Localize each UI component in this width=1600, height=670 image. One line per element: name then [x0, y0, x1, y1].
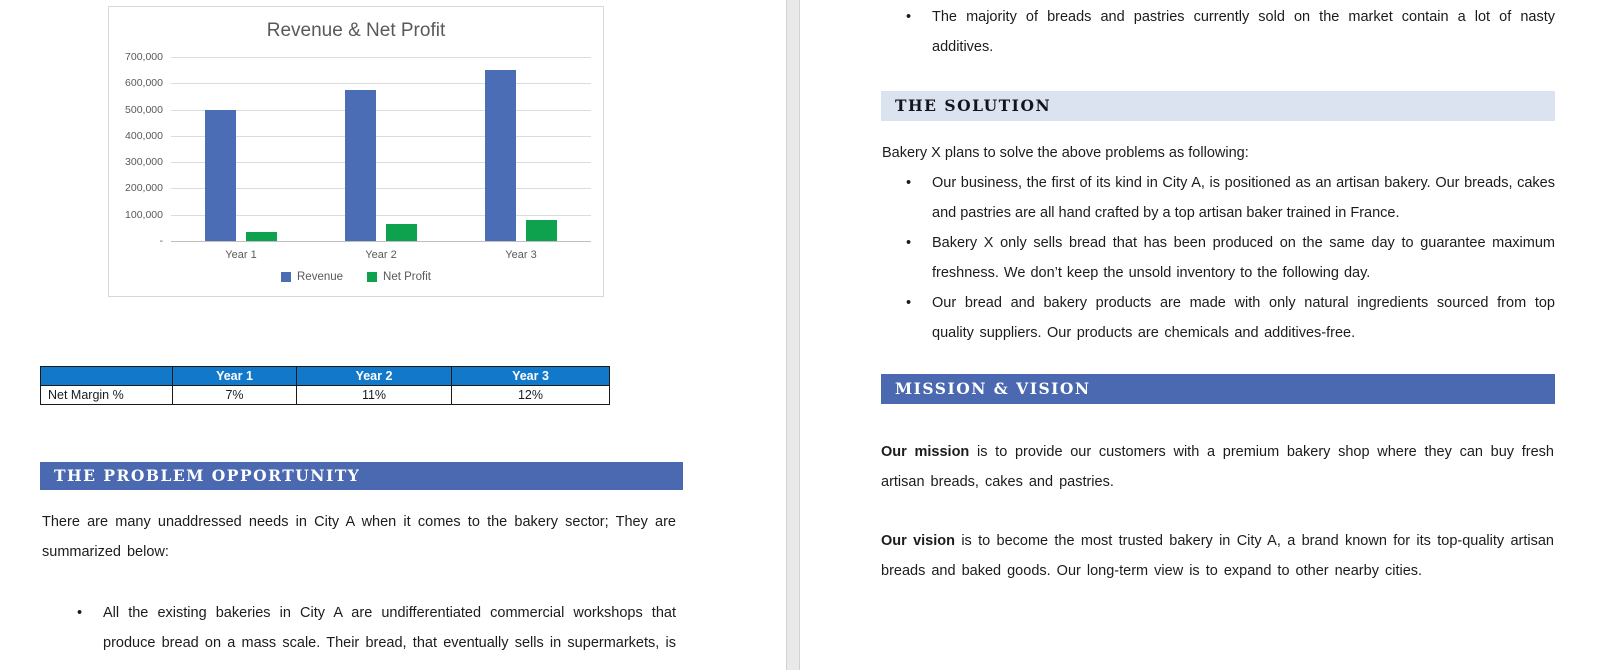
x-axis-category-label: Year 2 — [365, 249, 397, 261]
y-axis-tick-label: 400,000 — [125, 129, 163, 142]
mission-bold-lead: Our mission — [881, 444, 970, 460]
table-row: Net Margin % 7% 11% 12% — [40, 385, 610, 405]
bar-group — [171, 57, 311, 241]
vision-bold-lead: Our vision — [881, 533, 955, 549]
table-row-label: Net Margin % — [40, 385, 173, 405]
chart-gridline — [171, 188, 591, 190]
bar-group — [311, 57, 451, 241]
table-cell: 7% — [172, 385, 297, 405]
table-header-cell: Year 1 — [172, 366, 297, 386]
table-header-cell: Year 2 — [296, 366, 452, 386]
chart-gridline — [171, 135, 591, 137]
legend-label: Net Profit — [383, 271, 431, 283]
mission-paragraph: Our mission is to provide our customers … — [881, 437, 1554, 497]
revenue-net-profit-chart: Revenue & Net Profit 700,000 600,000 500,0… — [108, 6, 604, 297]
carryover-bullet-list: The majority of breads and pastries curr… — [880, 2, 1555, 62]
list-item: Our bread and bakery products are made w… — [880, 288, 1555, 348]
section-heading-mission-vision: MISSION & VISION — [881, 374, 1555, 404]
y-axis-tick-label: 700,000 — [125, 51, 163, 63]
y-axis-tick-label: 600,000 — [125, 77, 163, 90]
bar-revenue — [205, 110, 236, 241]
list-item: Bakery X only sells bread that has been … — [880, 228, 1555, 288]
table-cell: 12% — [451, 385, 610, 405]
bar-net-profit — [386, 224, 417, 241]
table-header-row: Year 1 Year 2 Year 3 — [40, 366, 610, 386]
legend-swatch — [367, 272, 378, 282]
list-item: Our business, the first of its kind in C… — [880, 168, 1555, 228]
chart-gridline — [171, 109, 591, 111]
page-left: Revenue & Net Profit 700,000 600,000 500,0… — [0, 0, 786, 670]
chart-gridline — [171, 83, 591, 85]
page-right: The majority of breads and pastries curr… — [800, 0, 1600, 670]
solution-intro-paragraph: Bakery X plans to solve the above proble… — [882, 145, 1249, 161]
bar-net-profit — [526, 220, 557, 241]
chart-plot-area: 700,000 600,000 500,000 400,000 300,000 200,0… — [125, 51, 591, 261]
vision-text: is to become the most trusted bakery in … — [881, 533, 1554, 579]
legend-label: Revenue — [297, 271, 344, 283]
bar-net-profit — [246, 232, 277, 241]
chart-legend: Revenue Net Profit — [109, 271, 603, 283]
legend-item: Revenue — [281, 271, 343, 283]
bar-group — [451, 57, 591, 241]
x-axis-category-label: Year 3 — [505, 249, 537, 261]
page-divider — [786, 0, 800, 670]
y-axis-tick-label: 500,000 — [125, 103, 163, 116]
table-header-cell: Year 3 — [451, 366, 610, 386]
section-heading-problem-opportunity: THE PROBLEM OPPORTUNITY — [40, 462, 683, 490]
table-header-cell — [40, 366, 173, 386]
chart-gridline — [171, 162, 591, 164]
mission-text: is to provide our customers with a premi… — [881, 444, 1554, 490]
section-heading-solution: THE SOLUTION — [881, 91, 1555, 121]
y-axis-tick-label: 200,000 — [125, 182, 163, 195]
chart-gridline — [171, 214, 591, 216]
x-axis-category-label: Year 1 — [225, 249, 257, 261]
chart-title: Revenue & Net Profit — [266, 20, 446, 41]
bar-revenue — [345, 90, 376, 241]
y-axis-tick-label: - — [159, 235, 164, 247]
legend-item: Net Profit — [367, 271, 431, 283]
chart-gridline — [171, 57, 591, 58]
solution-bullet-list: Our business, the first of its kind in C… — [880, 168, 1555, 348]
bar-revenue — [485, 70, 516, 241]
problem-intro-paragraph: There are many unaddressed needs in City… — [42, 514, 676, 560]
y-axis-tick-label: 100,000 — [125, 208, 163, 221]
net-margin-table: Year 1 Year 2 Year 3 Net Margin % 7% 11%… — [40, 366, 610, 405]
legend-swatch — [281, 272, 291, 282]
y-axis-tick-label: 300,000 — [125, 156, 163, 169]
list-item: All the existing bakeries in City A are … — [42, 598, 676, 658]
vision-paragraph: Our vision is to become the most trusted… — [881, 526, 1554, 586]
list-item: The majority of breads and pastries curr… — [880, 2, 1555, 62]
table-cell: 11% — [296, 385, 452, 405]
problem-bullet-list: All the existing bakeries in City A are … — [42, 598, 676, 658]
